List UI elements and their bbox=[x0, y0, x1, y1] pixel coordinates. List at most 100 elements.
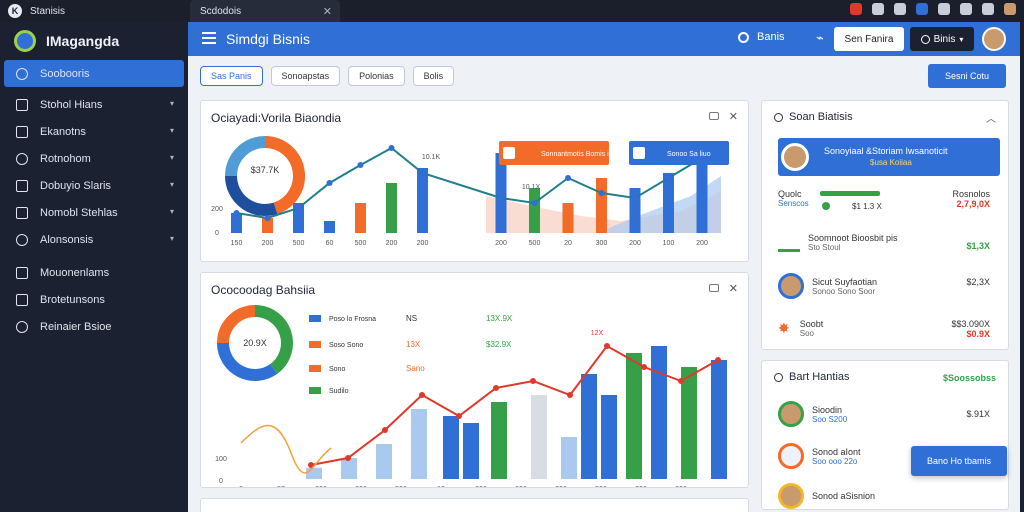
list-item[interactable]: Sonod aIont Soo ooo 22o bbox=[778, 443, 861, 469]
list-item[interactable]: Sonod aSisnion bbox=[778, 483, 875, 509]
legend-box-2 bbox=[629, 141, 729, 165]
line-point-3 bbox=[326, 180, 333, 186]
list-item[interactable]: Quolc Senscos bbox=[778, 189, 809, 208]
sidebar-item-2[interactable]: Ekanotns ▾ bbox=[4, 118, 184, 145]
toast-button[interactable]: Bano Ho tbamis bbox=[911, 446, 1007, 476]
profile-icon[interactable] bbox=[1004, 3, 1016, 15]
right-panel-top: Soan Biatisis ︿ Sonoyiaal &Storiam Iwsan… bbox=[761, 100, 1009, 350]
chevron-down-icon: ▾ bbox=[169, 99, 174, 108]
sidebar-item-8[interactable]: Brotetunsons bbox=[4, 286, 184, 313]
line-point-10 bbox=[678, 378, 684, 384]
x-tick-label: 200 bbox=[262, 240, 274, 247]
activity-icon[interactable]: ⌁ bbox=[816, 30, 824, 45]
row-value-amount: $1,3X bbox=[966, 241, 990, 251]
legend-label: Soso Sono bbox=[329, 342, 363, 349]
notification-icon[interactable] bbox=[850, 3, 862, 15]
close-icon[interactable]: ✕ bbox=[322, 6, 332, 18]
row-value: $2,3X bbox=[966, 277, 990, 287]
list-item[interactable]: Sicut Suyfaotian Sonoo Sono Soor bbox=[778, 273, 877, 299]
bar-4 bbox=[355, 203, 366, 233]
chart-icon bbox=[778, 234, 800, 252]
sidebar-item-label: Mouonenlams bbox=[40, 266, 110, 279]
x-tick-label: 200 bbox=[696, 240, 708, 247]
close-icon[interactable]: ✕ bbox=[728, 111, 738, 123]
right-panel-title-text: Soan Biatisis bbox=[789, 111, 853, 123]
app-logo-icon: K bbox=[8, 4, 22, 18]
search-button[interactable]: Banis bbox=[738, 31, 785, 43]
info-icon[interactable] bbox=[938, 3, 950, 15]
list-item[interactable]: ✸ Soobt Soo bbox=[778, 319, 823, 338]
bar-13 bbox=[696, 163, 708, 233]
x-tick-label: 300 bbox=[475, 486, 487, 487]
highlight-row[interactable]: Sonoyiaal &Storiam Iwsanoticit $usa Koii… bbox=[778, 138, 1000, 176]
list-item[interactable]: Soomnoot Bioosbit pis Sto Stoul bbox=[778, 233, 898, 252]
filter-tab-2[interactable]: Polonias bbox=[348, 66, 405, 86]
line-point-5 bbox=[388, 145, 395, 151]
user-icon[interactable] bbox=[894, 3, 906, 15]
sidebar-item-label: Stohol Hians bbox=[40, 98, 103, 111]
card-controls: ✕ bbox=[708, 110, 738, 123]
clipboard-icon[interactable] bbox=[872, 3, 884, 15]
minimize-icon[interactable] bbox=[708, 112, 719, 120]
trend-curve bbox=[240, 424, 332, 474]
filter-tab-3[interactable]: Bolis bbox=[412, 66, 455, 86]
row-name: Sonod aIont bbox=[812, 446, 861, 457]
line-point-9 bbox=[565, 175, 571, 181]
sidebar-item-9[interactable]: Reinaier Bsioe bbox=[4, 313, 184, 340]
bar-7 bbox=[531, 395, 547, 479]
line-point-8 bbox=[604, 343, 610, 349]
sidebar-item-4[interactable]: Dobuyio Slaris ▾ bbox=[4, 172, 184, 199]
row-value-label: $$3.090X bbox=[951, 319, 990, 329]
row-value: $.91X bbox=[966, 409, 990, 419]
browser-tab-second-label: Scdodois bbox=[200, 5, 242, 17]
x-tick-label: 500 bbox=[595, 486, 607, 487]
x-tick-label: 10 bbox=[437, 486, 445, 487]
bar-1 bbox=[262, 218, 273, 233]
donut-segment-0 bbox=[264, 136, 305, 215]
filter-tab-1[interactable]: Sonoapstas bbox=[270, 66, 341, 86]
browser-tab-main[interactable]: K Stanisis bbox=[0, 0, 188, 22]
close-icon[interactable]: ✕ bbox=[728, 283, 738, 295]
line-point-12 bbox=[665, 175, 672, 181]
filter-tab-0[interactable]: Sas Panis bbox=[200, 66, 263, 86]
settings-icon[interactable] bbox=[960, 3, 972, 15]
x-tick-label: 300 bbox=[596, 240, 608, 247]
x-tick-label: 200 bbox=[386, 240, 398, 247]
sidebar-item-7[interactable]: Mouonenlams bbox=[4, 259, 184, 286]
series-line bbox=[310, 344, 719, 466]
list-item[interactable]: Sioodin Soo S200 bbox=[778, 401, 847, 427]
browser-tab-second[interactable]: Scdodois ✕ bbox=[190, 0, 340, 22]
sidebar-item-1[interactable]: Stohol Hians ▾ bbox=[4, 91, 184, 118]
header-light-button[interactable]: Sen Fanira bbox=[834, 27, 904, 51]
header-dark-dropdown[interactable]: Binis ▾ bbox=[910, 27, 974, 51]
bar-11 bbox=[626, 353, 642, 479]
chevron-up-icon[interactable]: ︿ bbox=[986, 114, 996, 125]
progress-bar bbox=[820, 191, 880, 196]
shield-icon[interactable] bbox=[916, 3, 928, 15]
sidebar-item-3[interactable]: Rotnohom ▾ bbox=[4, 145, 184, 172]
legend-label: Poso lo Frosna bbox=[329, 316, 376, 323]
sidebar-item-0[interactable]: Soobooris bbox=[4, 60, 184, 87]
nav-item-icon bbox=[16, 67, 28, 80]
avatar[interactable] bbox=[982, 27, 1006, 51]
minimize-icon[interactable] bbox=[708, 284, 719, 292]
menu-icon[interactable] bbox=[202, 32, 216, 44]
line-point-8 bbox=[531, 200, 538, 206]
line-point-10 bbox=[598, 190, 605, 196]
primary-action-button[interactable]: Sesni Cotu bbox=[928, 64, 1006, 88]
legend-value-1: NS bbox=[406, 314, 417, 323]
sidebar-brand[interactable]: IMagangda bbox=[0, 22, 188, 60]
sun-icon: ✸ bbox=[778, 320, 790, 336]
sidebar-item-label: Nomobl Stehlas bbox=[40, 206, 118, 219]
sidebar-item-6[interactable]: Alonsonsis ▾ bbox=[4, 226, 184, 253]
legend-value-1: Sano bbox=[406, 364, 425, 373]
x-tick-label: 300 bbox=[675, 486, 687, 487]
search-label: Banis bbox=[757, 31, 785, 43]
line-point-0 bbox=[233, 210, 240, 216]
help-icon[interactable] bbox=[982, 3, 994, 15]
page-title: Simdgi Bisnis bbox=[226, 31, 311, 47]
card-title: Ociayadi:Vorila Biaondia bbox=[211, 111, 342, 125]
sidebar-item-5[interactable]: Nomobl Stehlas ▾ bbox=[4, 199, 184, 226]
row-sub: Sonoo Sono Soor bbox=[812, 286, 876, 296]
row-sub: Soo S200 bbox=[812, 414, 848, 424]
